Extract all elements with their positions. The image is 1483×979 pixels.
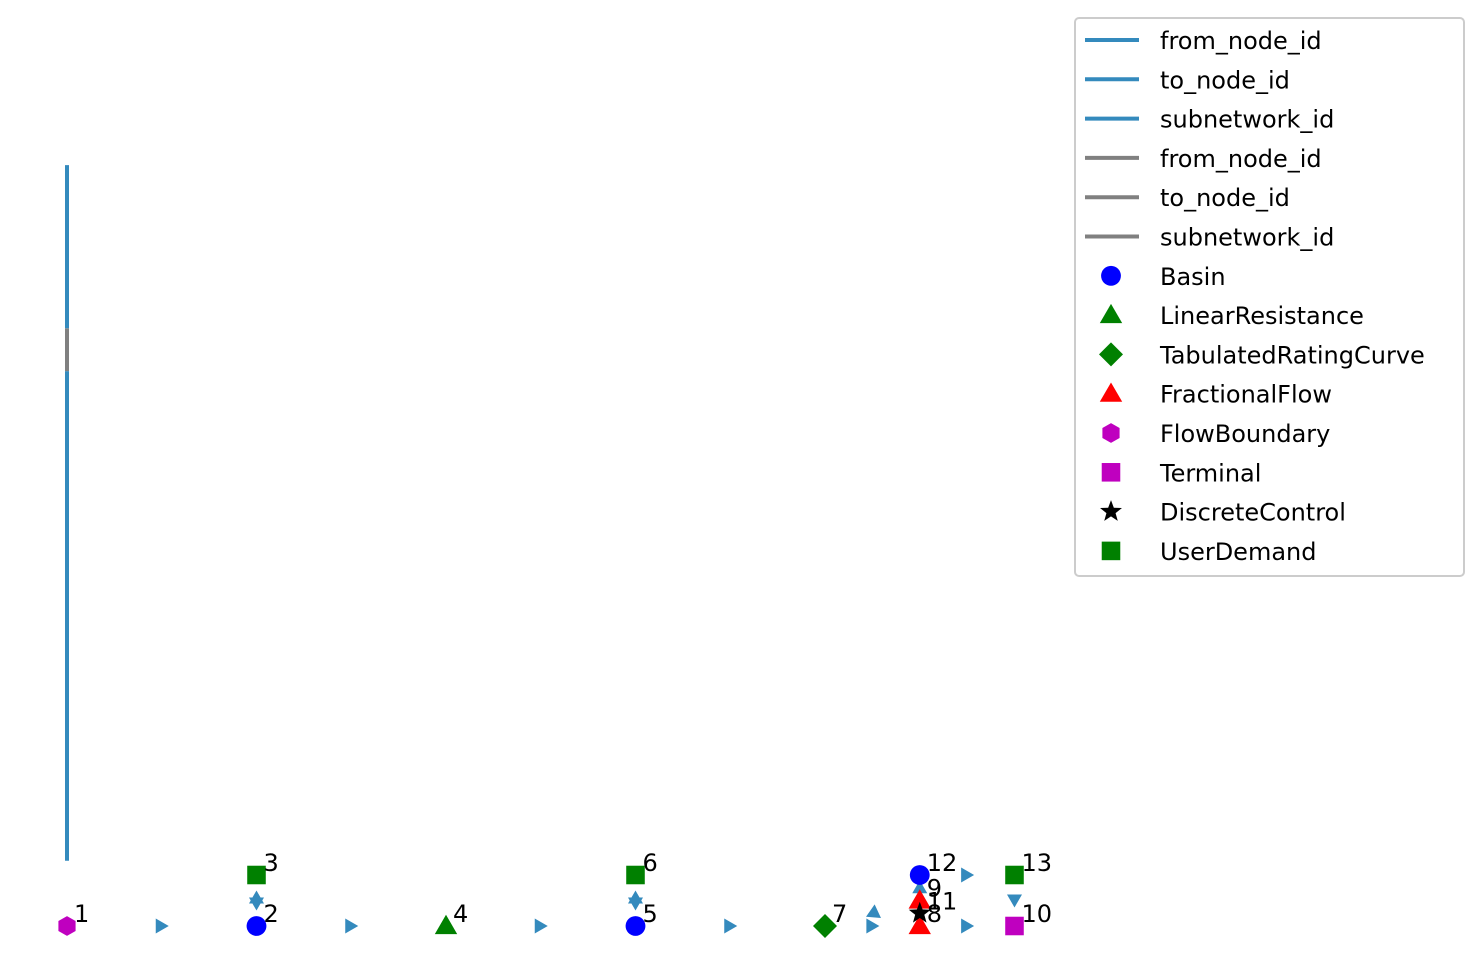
legend-label-10: FractionalFlow: [1160, 381, 1332, 409]
node-label-4: 4: [453, 900, 468, 928]
edge-arrow-2: [345, 918, 359, 934]
legend-label-1: from_node_id: [1160, 27, 1322, 55]
legend-label-4: from_node_id: [1160, 145, 1322, 173]
node-label-10: 10: [1022, 900, 1053, 928]
edge-arrow-3: [534, 918, 548, 934]
node-marker-4: [434, 914, 458, 935]
legend-swatch-7: [1101, 265, 1121, 286]
legend-label-5: to_node_id: [1160, 184, 1290, 212]
node-marker-3: [247, 865, 266, 885]
edge-arrow-8: [1007, 894, 1022, 908]
node-label-1: 1: [74, 900, 89, 928]
edge-arrow-4: [724, 918, 738, 934]
node-label-2: 2: [264, 900, 279, 928]
node-marker-layer: [58, 865, 1024, 938]
legend-label-12: Terminal: [1159, 459, 1261, 487]
node-label-11: 11: [927, 887, 958, 915]
legend-swatch-11: [1102, 423, 1120, 443]
legend-label-11: FlowBoundary: [1160, 420, 1330, 448]
node-marker-10: [1005, 916, 1024, 936]
node-label-7: 7: [832, 900, 847, 928]
edge-arrow-1: [155, 918, 169, 934]
legend-items: from_node_id to_node_id subnetwork_id from_…: [1085, 27, 1425, 566]
node-marker-5: [625, 916, 646, 936]
node-marker-9: [908, 889, 931, 909]
node-marker-2: [246, 916, 267, 936]
node-marker-7: [813, 914, 837, 938]
node-label-12: 12: [927, 849, 958, 877]
edge-arrow-6: [961, 918, 975, 934]
node-marker-12: [909, 865, 930, 885]
legend-swatch-8: [1099, 303, 1123, 324]
legend-label-7: Basin: [1160, 263, 1226, 291]
node-marker-1: [58, 916, 76, 936]
edge-arrow-10: [866, 904, 881, 919]
legend-swatch-9: [1099, 342, 1123, 367]
legend-label-2: to_node_id: [1160, 66, 1290, 94]
legend-swatch-10: [1099, 382, 1123, 402]
edge-arrow-14: [628, 897, 643, 911]
legend-label-8: LinearResistance: [1160, 302, 1364, 330]
legend-label-14: UserDemand: [1160, 538, 1316, 566]
edge-arrow-layer: [155, 867, 1022, 934]
edge-arrow-5: [866, 918, 880, 934]
legend-swatch-12: [1101, 463, 1121, 482]
legend-swatch-13: [1100, 500, 1122, 521]
node-marker-13: [1005, 865, 1024, 885]
node-marker-8: [908, 914, 931, 935]
node-marker-11: [908, 901, 931, 923]
node-label-6: 6: [643, 849, 658, 877]
legend-label-6: subnetwork_id: [1160, 224, 1334, 252]
node-label-5: 5: [643, 900, 658, 928]
node-label-9: 9: [927, 875, 942, 903]
legend-label-3: subnetwork_id: [1160, 106, 1334, 134]
edge-arrow-7: [961, 867, 975, 883]
node-marker-6: [626, 865, 645, 885]
legend-frame: [1074, 17, 1465, 577]
legend-label-13: DiscreteControl: [1160, 499, 1346, 527]
node-label-8: 8: [927, 900, 942, 928]
edge-arrow-9: [912, 880, 928, 894]
node-label-3: 3: [264, 849, 279, 877]
node-label-13: 13: [1022, 849, 1053, 877]
legend: from_node_id to_node_id subnetwork_id from_…: [1074, 17, 1465, 577]
legend-swatch-14: [1101, 541, 1121, 561]
edge-arrow-12: [249, 897, 264, 911]
legend-label-9: TabulatedRatingCurve: [1159, 341, 1425, 369]
